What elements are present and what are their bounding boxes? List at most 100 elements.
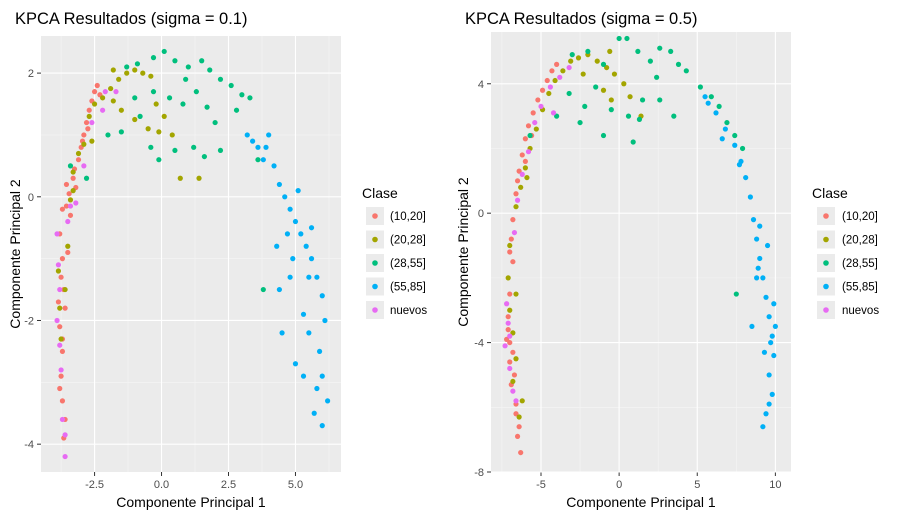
data-point [85, 126, 91, 132]
data-point [546, 90, 552, 97]
data-point [250, 138, 256, 144]
data-point [608, 97, 614, 103]
data-point [316, 348, 323, 355]
data-point [116, 76, 122, 82]
data-point [507, 307, 513, 313]
data-point [761, 349, 768, 355]
data-point [763, 294, 769, 300]
data-point [287, 206, 293, 212]
data-point [282, 194, 288, 200]
series-(20,28] [55, 67, 202, 342]
data-point [514, 178, 521, 184]
data-point [772, 323, 778, 330]
data-point [137, 113, 143, 119]
data-point [65, 218, 71, 225]
data-point [58, 367, 64, 373]
y-tick-label: -4 [24, 439, 34, 451]
series-nuevos [502, 64, 572, 404]
legend-key-marker [823, 213, 829, 219]
chart-panel-1: -2.5 0.0 2.5 5.0 -4 -2 0 2 KPCA Resultados (sigm… [7, 10, 427, 510]
data-point [212, 119, 218, 126]
data-point [722, 126, 728, 132]
data-point [266, 132, 272, 138]
x-tick-label: 5.0 [288, 479, 303, 491]
data-point [522, 136, 528, 142]
data-point [180, 101, 186, 107]
y-tick-label: 0 [478, 208, 484, 220]
data-point [507, 365, 513, 372]
data-point [73, 200, 79, 206]
data-point [747, 194, 753, 200]
y-tick-label: 0 [28, 192, 34, 204]
data-point [514, 197, 521, 203]
data-point [525, 123, 532, 129]
data-point [100, 107, 106, 113]
data-point [70, 169, 76, 175]
data-point [750, 217, 757, 223]
legend-key-marker [823, 307, 829, 313]
data-point [110, 98, 116, 104]
data-point [760, 275, 766, 281]
data-point [199, 58, 205, 64]
data-point [54, 231, 60, 237]
data-point [569, 52, 575, 58]
data-point [513, 356, 519, 362]
data-point [675, 61, 682, 67]
data-point [247, 95, 253, 101]
data-point [507, 291, 513, 297]
data-point [611, 71, 618, 77]
data-point [771, 301, 777, 307]
data-point [311, 410, 317, 416]
data-point [600, 87, 607, 93]
data-point [57, 324, 63, 330]
data-point [325, 398, 331, 404]
data-point [59, 416, 66, 423]
data-point [507, 249, 513, 255]
data-point [62, 453, 68, 460]
data-point [62, 432, 68, 438]
data-point [585, 48, 591, 55]
legend-label: (55,85] [842, 282, 878, 294]
data-point [507, 339, 513, 346]
data-point [604, 64, 610, 71]
legend-label: (10,20] [842, 211, 878, 223]
x-tick-label: -5 [536, 479, 546, 491]
data-point [552, 77, 558, 84]
data-point [533, 126, 539, 132]
legend-label: (10,20] [390, 211, 426, 223]
data-point [507, 359, 513, 365]
data-point [668, 48, 674, 55]
data-point [319, 373, 325, 379]
data-point [580, 71, 586, 77]
data-point [57, 342, 63, 348]
data-point [276, 286, 282, 293]
data-point [58, 373, 64, 379]
data-point [314, 385, 320, 392]
data-point [739, 145, 746, 152]
data-point [630, 139, 636, 145]
data-point [156, 157, 162, 163]
data-point [514, 433, 521, 440]
legend-title: Clase [362, 185, 398, 201]
data-point [57, 305, 63, 311]
data-point [298, 231, 304, 237]
data-point [550, 110, 557, 116]
y-axis-title: Componente Principal 2 [7, 179, 23, 329]
data-point [67, 203, 74, 209]
data-point [769, 333, 775, 339]
data-point [522, 158, 528, 165]
data-point [771, 352, 777, 359]
data-point [83, 119, 90, 126]
data-point [743, 174, 749, 181]
data-point [510, 259, 516, 265]
data-point [59, 206, 66, 212]
data-point [518, 449, 524, 456]
data-point [255, 144, 261, 150]
data-point [766, 401, 772, 407]
legend-key-marker [372, 260, 378, 266]
data-point [166, 95, 173, 101]
data-point [183, 76, 189, 82]
legend-key-marker [372, 213, 378, 219]
